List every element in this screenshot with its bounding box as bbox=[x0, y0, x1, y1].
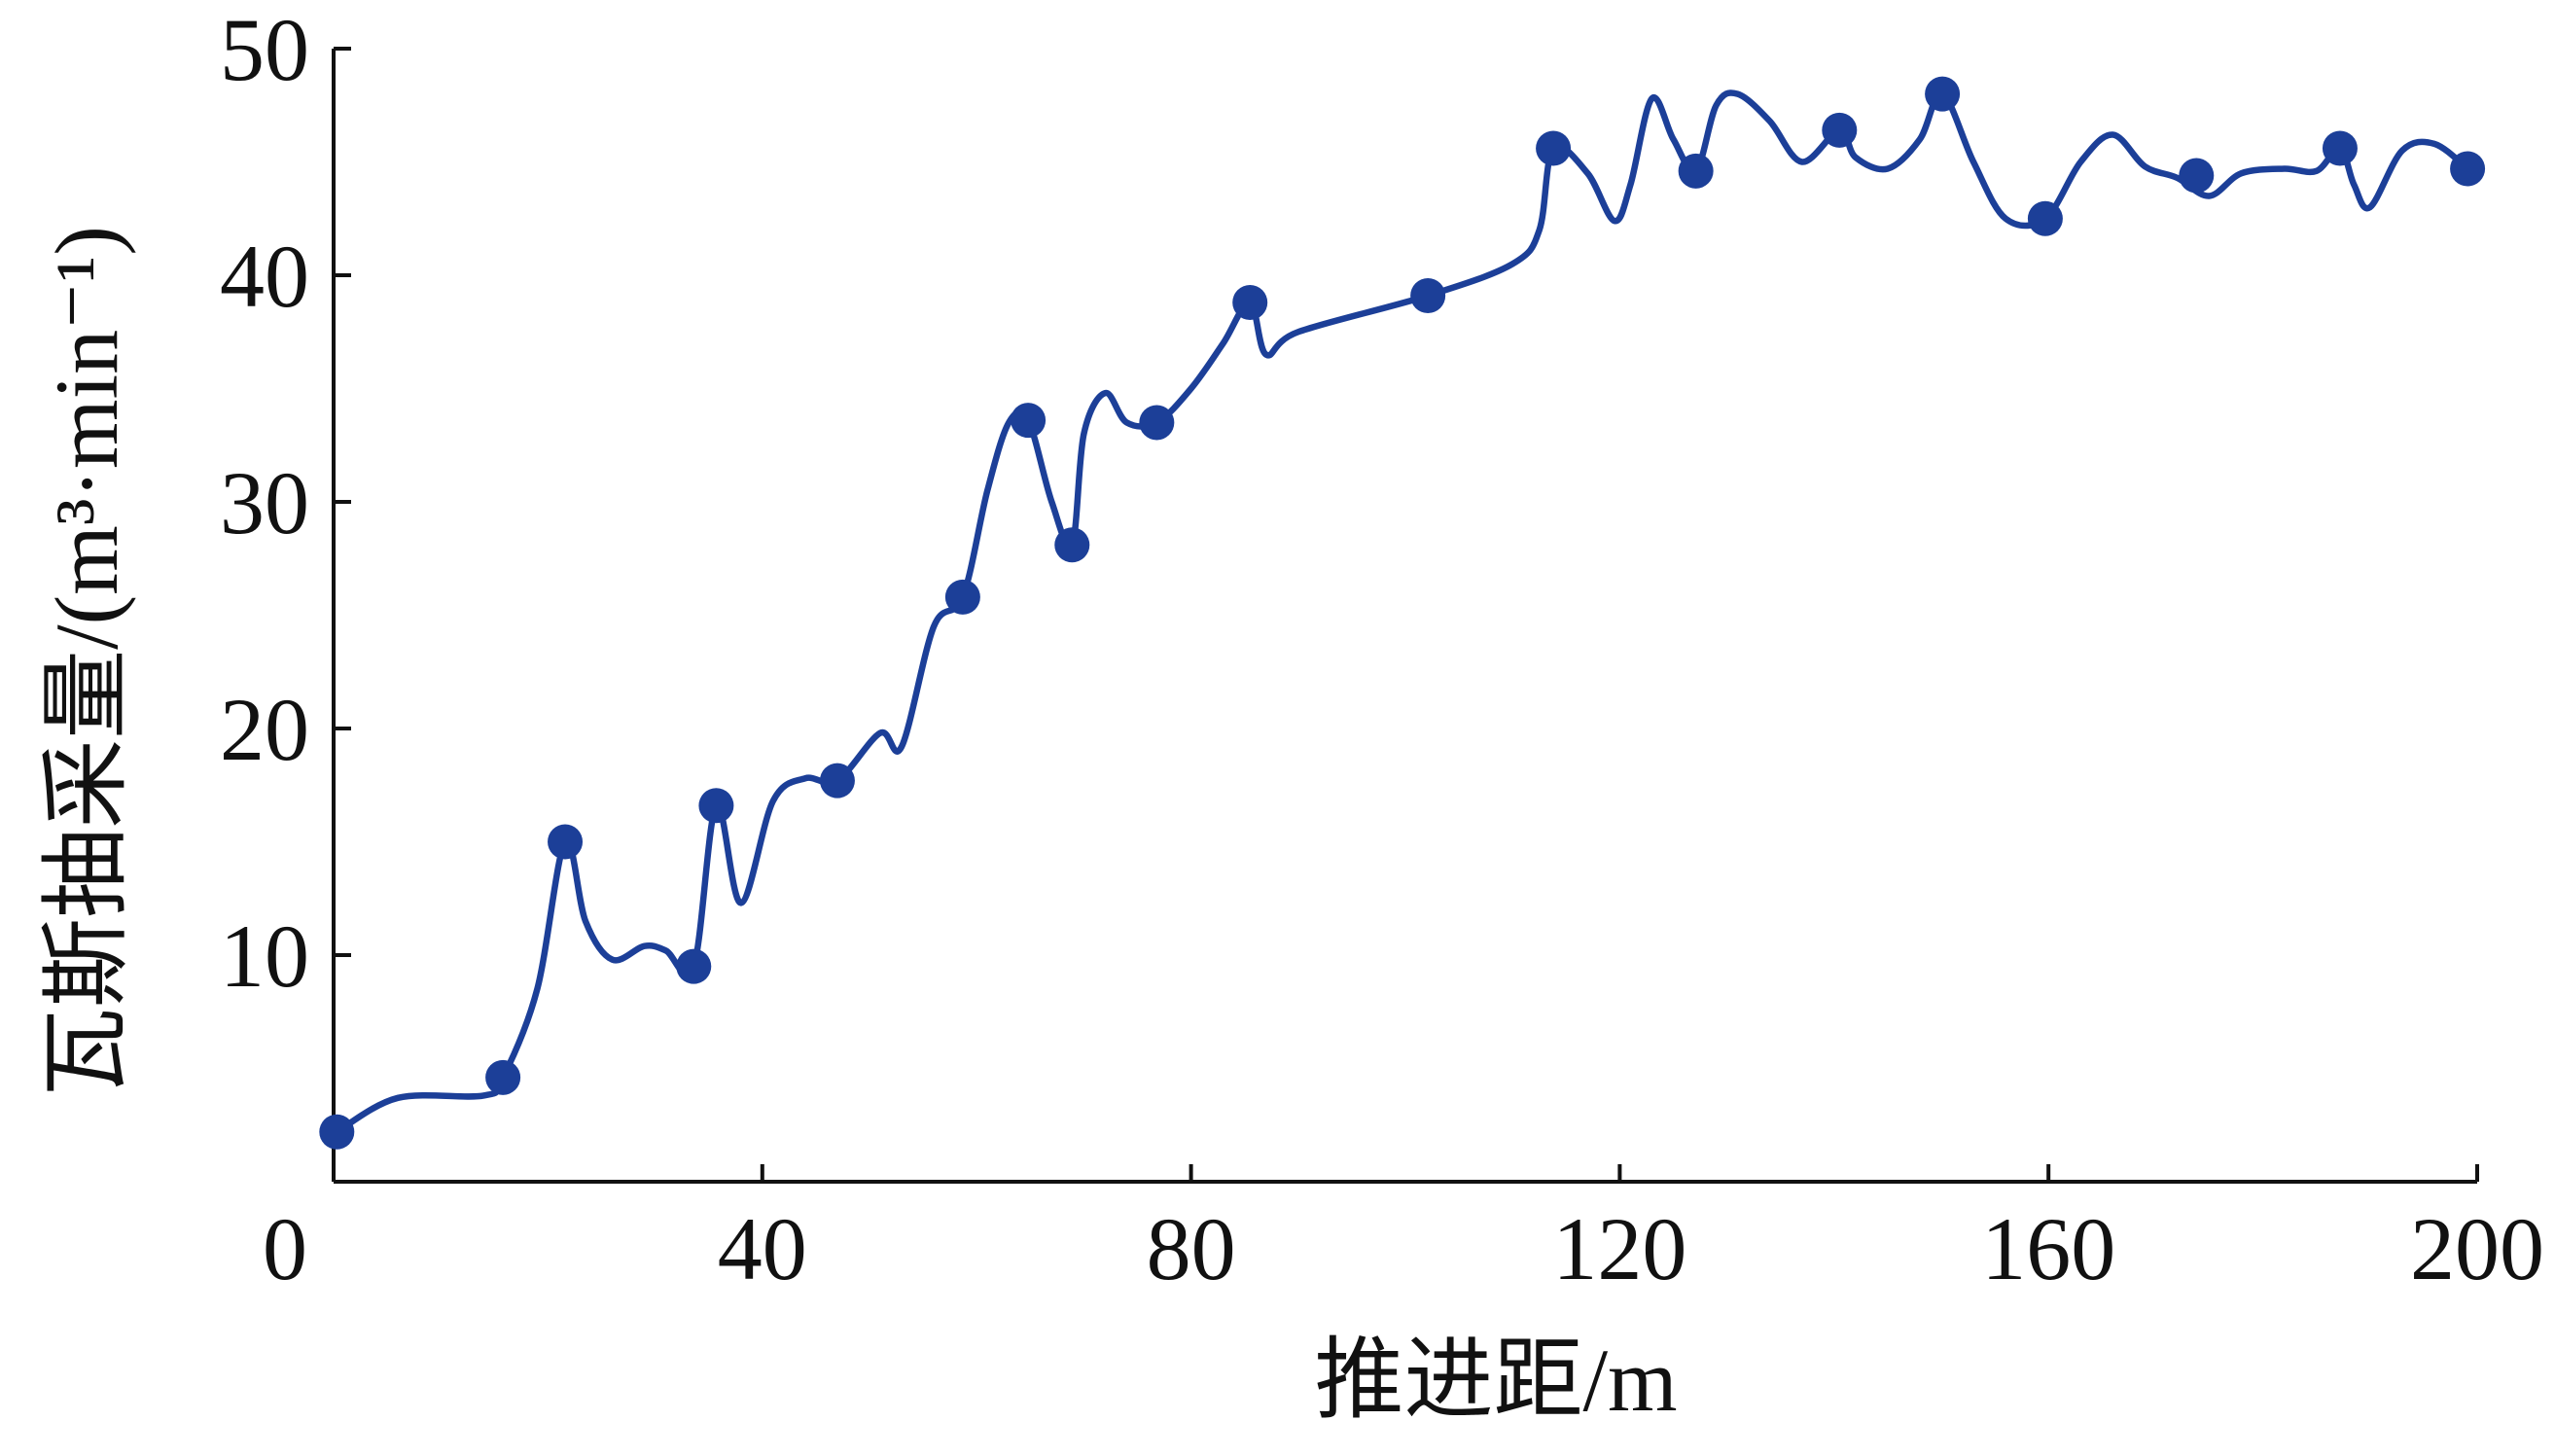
marker bbox=[2450, 151, 2486, 187]
marker bbox=[319, 1114, 355, 1150]
y-tick-label: 50 bbox=[220, 0, 309, 99]
x-tick-label: 0 bbox=[263, 1199, 307, 1298]
marker bbox=[944, 579, 980, 615]
marker bbox=[1054, 527, 1090, 563]
x-tick-label: 40 bbox=[718, 1199, 807, 1298]
marker bbox=[2027, 200, 2063, 236]
marker bbox=[2322, 130, 2358, 166]
x-tick-label: 160 bbox=[1981, 1199, 2115, 1298]
marker bbox=[1536, 130, 1572, 166]
marker bbox=[1139, 405, 1175, 441]
marker bbox=[1232, 284, 1268, 320]
marker bbox=[548, 824, 584, 860]
x-tick-label: 200 bbox=[2410, 1199, 2544, 1298]
y-tick-label: 30 bbox=[220, 453, 309, 552]
marker bbox=[1410, 277, 1446, 313]
x-tick-label: 120 bbox=[1552, 1199, 1686, 1298]
marker bbox=[485, 1059, 521, 1095]
x-tick-label: 80 bbox=[1147, 1199, 1236, 1298]
line bbox=[335, 89, 2470, 1135]
y-axis-title: 瓦斯抽采量/(m³·min⁻¹) bbox=[37, 226, 136, 1097]
marker bbox=[1011, 403, 1047, 439]
x-axis-title: 推进距/m bbox=[1314, 1331, 1677, 1430]
y-tick-label: 40 bbox=[220, 227, 309, 326]
marker bbox=[819, 763, 855, 799]
y-tick-label: 10 bbox=[220, 906, 309, 1006]
marker bbox=[1822, 112, 1858, 148]
marker bbox=[1925, 76, 1961, 112]
marker bbox=[676, 948, 712, 984]
marker bbox=[698, 788, 734, 824]
y-tick-label: 20 bbox=[220, 680, 309, 779]
marker bbox=[1678, 153, 1714, 189]
marker bbox=[2179, 158, 2215, 194]
